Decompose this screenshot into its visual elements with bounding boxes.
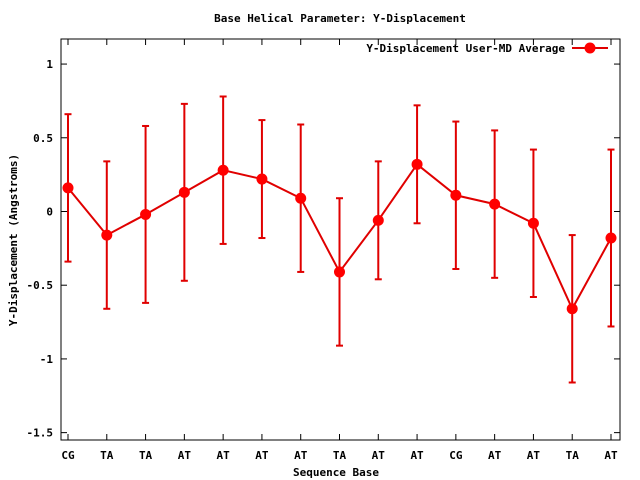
data-point bbox=[566, 303, 578, 315]
data-point bbox=[217, 164, 229, 176]
chart-title: Base Helical Parameter: Y-Displacement bbox=[214, 12, 466, 25]
y-tick-label: -1.5 bbox=[27, 427, 54, 440]
series-layer bbox=[62, 95, 617, 384]
data-point bbox=[295, 192, 307, 204]
data-point bbox=[411, 158, 423, 170]
y-tick-label: 0 bbox=[46, 205, 53, 218]
data-point bbox=[178, 186, 190, 198]
y-tick-label: 1 bbox=[46, 58, 53, 71]
x-tick-label: AT bbox=[488, 449, 502, 462]
y-tick-label: 0.5 bbox=[33, 132, 53, 145]
x-tick-label: AT bbox=[527, 449, 541, 462]
data-point bbox=[101, 229, 113, 241]
x-tick-label: TA bbox=[100, 449, 114, 462]
x-tick-label: CG bbox=[61, 449, 75, 462]
legend: Y-Displacement User-MD Average bbox=[366, 42, 608, 55]
x-tick-label: AT bbox=[294, 449, 308, 462]
legend-marker bbox=[584, 42, 596, 54]
x-tick-label: TA bbox=[139, 449, 153, 462]
y-tick-label: -0.5 bbox=[27, 279, 54, 292]
data-point bbox=[527, 217, 539, 229]
x-tick-label: AT bbox=[604, 449, 618, 462]
data-point bbox=[605, 232, 617, 244]
x-tick-label: AT bbox=[217, 449, 231, 462]
x-tick-label: TA bbox=[566, 449, 580, 462]
legend-label: Y-Displacement User-MD Average bbox=[366, 42, 565, 55]
x-tick-label: AT bbox=[178, 449, 192, 462]
y-axis: 1 0.5 0 -0.5 -1 -1.5 bbox=[27, 58, 620, 440]
data-point bbox=[140, 208, 152, 220]
x-axis: CG TA TA AT AT AT AT TA AT AT CG AT AT TA AT bbox=[61, 39, 618, 462]
x-tick-label: TA bbox=[333, 449, 347, 462]
data-point bbox=[334, 266, 345, 278]
data-point bbox=[489, 198, 501, 210]
x-tick-label: AT bbox=[410, 449, 424, 462]
data-point bbox=[372, 214, 384, 226]
data-point bbox=[62, 182, 74, 194]
x-tick-label: AT bbox=[372, 449, 386, 462]
y-axis-label: Y-Displacement (Angstroms) bbox=[7, 154, 20, 326]
data-point bbox=[450, 189, 462, 201]
x-axis-label: Sequence Base bbox=[293, 466, 379, 479]
x-tick-label: CG bbox=[449, 449, 463, 462]
y-tick-label: -1 bbox=[40, 353, 54, 366]
data-point bbox=[256, 173, 268, 185]
plot-frame bbox=[60, 38, 621, 441]
x-tick-label: AT bbox=[255, 449, 269, 462]
